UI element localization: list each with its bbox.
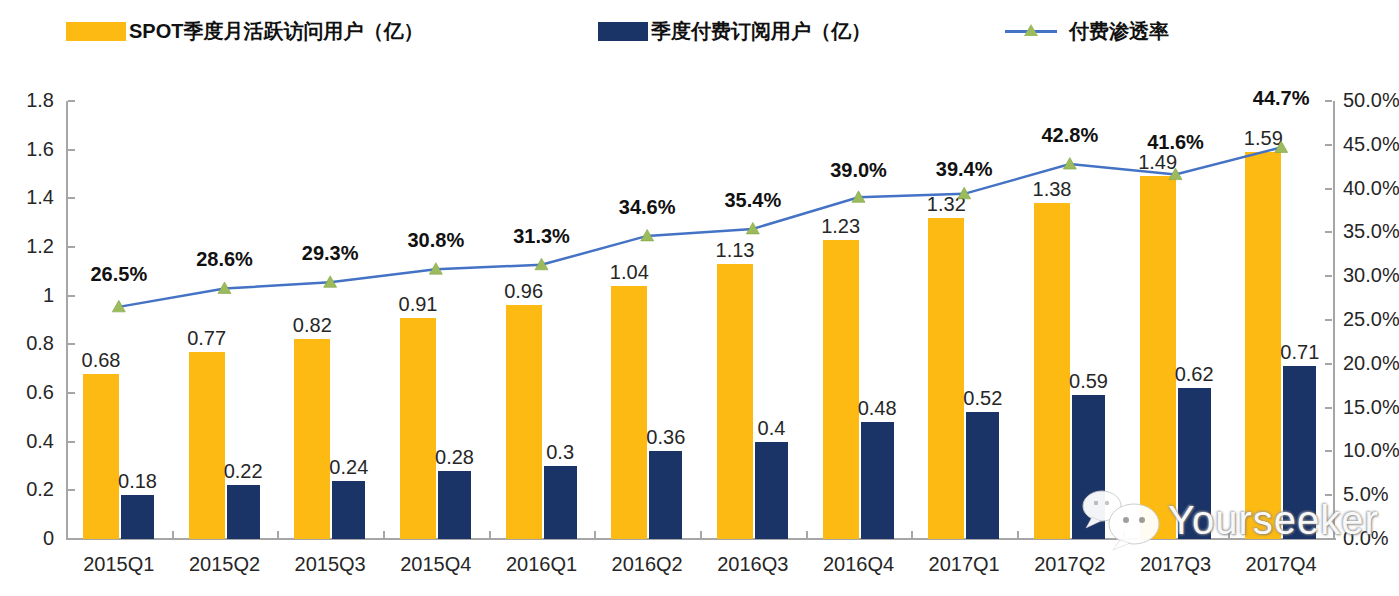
penetration-value-label: 30.8% — [407, 229, 464, 252]
chart-canvas: SPOT季度月活跃访问用户（亿） 季度付费订阅用户（亿） 付费渗透率 1.81.… — [0, 0, 1399, 596]
line-marker-triangle — [1275, 141, 1288, 153]
penetration-value-label: 39.4% — [936, 158, 993, 181]
penetration-value-label: 26.5% — [90, 263, 147, 286]
penetration-value-label: 28.6% — [196, 248, 253, 271]
penetration-value-label: 44.7% — [1253, 87, 1310, 110]
penetration-value-label: 42.8% — [1041, 124, 1098, 147]
penetration-value-label: 41.6% — [1147, 131, 1204, 154]
penetration-value-label: 35.4% — [724, 189, 781, 212]
watermark: Yourseeker — [1078, 488, 1379, 552]
penetration-value-label: 34.6% — [619, 196, 676, 219]
penetration-value-label: 29.3% — [302, 242, 359, 265]
wechat-icon — [1078, 488, 1164, 552]
watermark-text: Yourseeker — [1168, 498, 1379, 543]
penetration-value-label: 31.3% — [513, 225, 570, 248]
penetration-value-label: 39.0% — [830, 159, 887, 182]
penetration-line — [119, 147, 1281, 306]
